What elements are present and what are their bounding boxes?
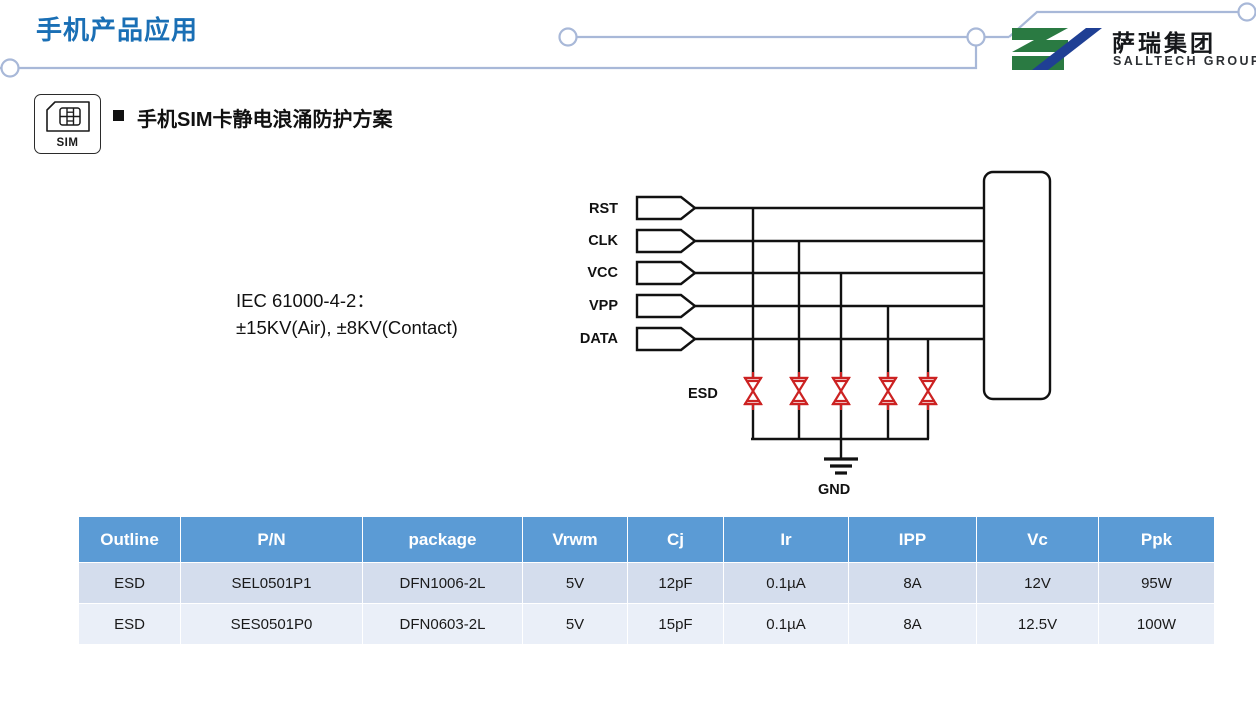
cell-ir: 0.1µA (723, 562, 849, 604)
table-row: ESD SEL0501P1 DFN1006-2L 5V 12pF 0.1µA 8… (78, 562, 1215, 604)
cell-vrwm: 5V (522, 562, 628, 604)
esd-standard-spec: IEC 61000-4-2： ±15KV(Air), ±8KV(Contact) (236, 287, 458, 341)
col-header-outline: Outline (78, 516, 181, 563)
logo-name-cn: 萨瑞集团 (1112, 30, 1216, 56)
pin-label-vpp: VPP (588, 298, 618, 314)
cell-package: DFN0603-2L (362, 603, 523, 645)
cell-ipp: 8A (848, 562, 977, 604)
spec-line-standard: IEC 61000-4-2： (236, 290, 375, 311)
cell-pn: SEL0501P1 (180, 562, 363, 604)
gnd-label: GND (818, 482, 851, 498)
col-header-package: package (362, 516, 523, 563)
cell-pn: SES0501P0 (180, 603, 363, 645)
pin-label-clk: CLK (588, 233, 618, 249)
sim-badge-label: SIM (56, 137, 79, 149)
cell-cj: 12pF (627, 562, 724, 604)
cell-package: DFN1006-2L (362, 562, 523, 604)
company-logo: 萨瑞集团 SALLTECH GROUP (1008, 24, 1256, 74)
col-header-ipp: IPP (848, 516, 977, 563)
cell-vrwm: 5V (522, 603, 628, 645)
table-header-row: Outline P/N package Vrwm Cj Ir IPP Vc Pp… (78, 516, 1215, 563)
sim-card-badge: SIM (34, 94, 101, 154)
esd-group-label: ESD (688, 386, 718, 402)
section-title: 手机SIM卡静电浪涌防护方案 (137, 109, 393, 131)
col-header-cj: Cj (627, 516, 724, 563)
cell-vc: 12V (976, 562, 1099, 604)
cell-ppk: 100W (1098, 603, 1215, 645)
cell-ipp: 8A (848, 603, 977, 645)
pin-label-rst: RST (589, 201, 618, 217)
cell-outline: ESD (78, 603, 181, 645)
product-spec-table: Outline P/N package Vrwm Cj Ir IPP Vc Pp… (78, 516, 1215, 645)
spec-line-levels: ±15KV(Air), ±8KV(Contact) (236, 317, 458, 338)
salltech-logo-mark (1012, 28, 1102, 70)
col-header-vrwm: Vrwm (522, 516, 628, 563)
col-header-vc: Vc (976, 516, 1099, 563)
sim-card-icon (46, 101, 90, 132)
col-header-pn: P/N (180, 516, 363, 563)
pin-label-data: DATA (579, 331, 618, 347)
table-row: ESD SES0501P0 DFN0603-2L 5V 15pF 0.1µA 8… (78, 603, 1215, 645)
col-header-ppk: Ppk (1098, 516, 1215, 563)
section-bullet-icon (113, 110, 124, 121)
col-header-ir: Ir (723, 516, 849, 563)
cell-vc: 12.5V (976, 603, 1099, 645)
logo-name-en: SALLTECH GROUP (1113, 54, 1256, 68)
pin-label-vcc: VCC (587, 265, 618, 281)
cell-ir: 0.1µA (723, 603, 849, 645)
cell-outline: ESD (78, 562, 181, 604)
cell-cj: 15pF (627, 603, 724, 645)
cell-ppk: 95W (1098, 562, 1215, 604)
